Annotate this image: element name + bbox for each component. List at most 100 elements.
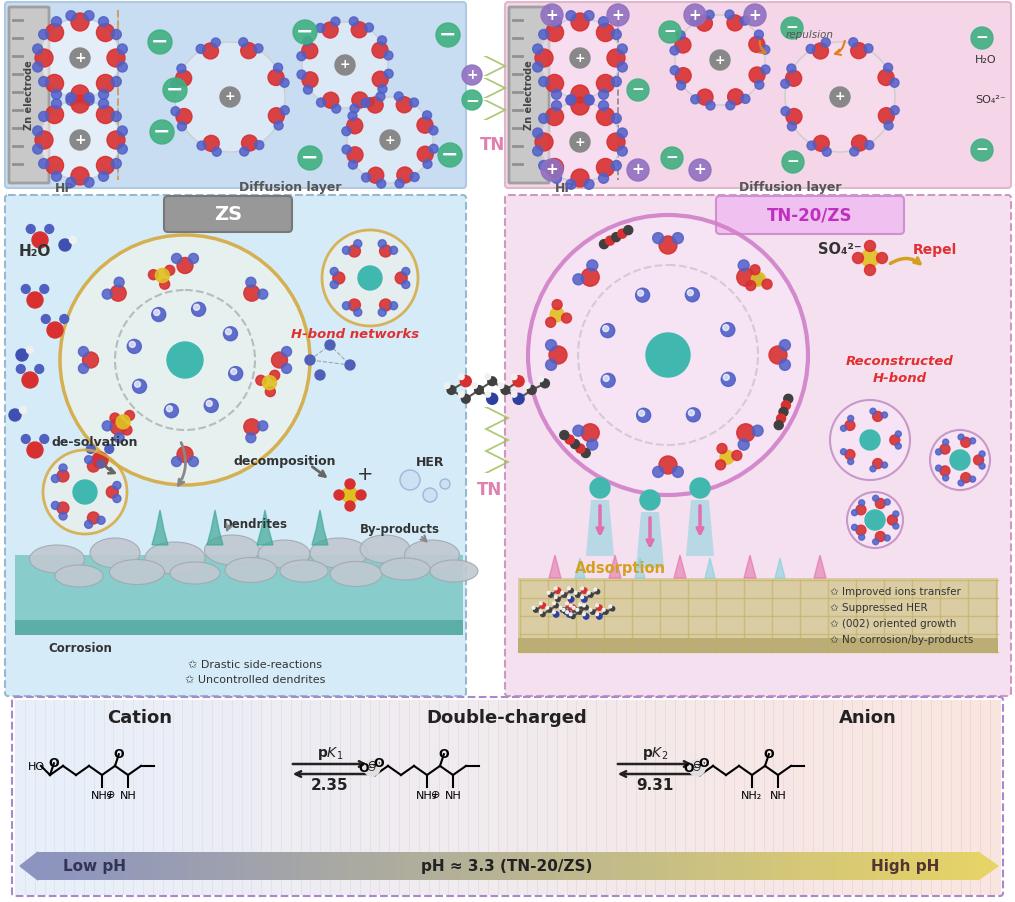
Text: ✩ Uncontrolled dendrites: ✩ Uncontrolled dendrites (185, 675, 325, 685)
Bar (611, 852, 622, 880)
Circle shape (560, 608, 565, 612)
Bar (827, 852, 838, 880)
Circle shape (584, 95, 594, 105)
Circle shape (596, 604, 599, 607)
Circle shape (686, 408, 700, 422)
Bar (173, 700, 184, 895)
Text: +: + (546, 7, 558, 23)
Circle shape (42, 315, 50, 324)
Circle shape (566, 603, 572, 608)
Circle shape (417, 146, 433, 162)
Circle shape (582, 424, 599, 442)
Circle shape (379, 240, 387, 248)
FancyBboxPatch shape (505, 2, 1011, 188)
Ellipse shape (225, 557, 277, 583)
Bar (847, 852, 857, 880)
Circle shape (84, 178, 94, 188)
Circle shape (576, 593, 580, 597)
Ellipse shape (310, 538, 368, 568)
Circle shape (893, 511, 899, 517)
Circle shape (597, 605, 602, 611)
Circle shape (347, 147, 363, 163)
Circle shape (847, 492, 903, 548)
Circle shape (32, 144, 43, 154)
Circle shape (364, 760, 380, 776)
Bar (656, 700, 666, 895)
Circle shape (84, 456, 92, 464)
Circle shape (472, 382, 477, 389)
Polygon shape (257, 510, 273, 545)
Circle shape (84, 11, 94, 21)
Circle shape (39, 77, 49, 87)
Bar (245, 852, 255, 880)
Circle shape (875, 499, 885, 509)
Bar (75, 852, 86, 880)
Bar (123, 852, 133, 880)
Circle shape (371, 42, 388, 58)
Circle shape (87, 460, 99, 472)
Polygon shape (207, 510, 223, 545)
Circle shape (322, 230, 418, 326)
Circle shape (588, 592, 590, 594)
Bar (369, 700, 381, 895)
Polygon shape (636, 512, 664, 568)
Circle shape (348, 299, 360, 311)
Circle shape (462, 90, 482, 110)
Bar (66, 852, 76, 880)
Circle shape (71, 95, 89, 113)
Circle shape (870, 409, 876, 414)
Text: NH: NH (769, 791, 787, 801)
Circle shape (364, 23, 374, 32)
Circle shape (57, 470, 69, 482)
Bar (15, 555, 463, 635)
Circle shape (239, 38, 248, 47)
Polygon shape (586, 500, 614, 556)
Circle shape (690, 16, 699, 25)
Bar (922, 852, 932, 880)
Circle shape (724, 374, 729, 381)
Bar (781, 852, 791, 880)
Circle shape (487, 393, 497, 404)
Bar (350, 700, 360, 895)
Bar (959, 852, 969, 880)
Circle shape (71, 85, 89, 103)
Bar (160, 852, 171, 880)
Bar (461, 852, 471, 880)
Circle shape (378, 85, 387, 94)
Text: NH₃: NH₃ (416, 791, 437, 801)
Circle shape (240, 147, 249, 156)
Circle shape (171, 106, 180, 115)
Bar (497, 700, 509, 895)
Bar (566, 700, 578, 895)
Polygon shape (978, 852, 998, 880)
Text: −: − (301, 148, 319, 168)
Circle shape (936, 465, 942, 471)
Circle shape (73, 480, 97, 504)
Circle shape (609, 605, 612, 608)
Bar (875, 852, 885, 880)
Text: ⊕: ⊕ (107, 789, 116, 800)
Circle shape (32, 232, 48, 248)
Bar (602, 852, 612, 880)
Circle shape (390, 246, 398, 254)
Circle shape (769, 346, 787, 364)
Bar (48, 852, 58, 880)
Text: Reconstructed
H-bond: Reconstructed H-bond (847, 355, 954, 385)
Circle shape (813, 135, 829, 152)
Circle shape (59, 512, 67, 520)
Bar (625, 700, 636, 895)
Circle shape (624, 226, 632, 235)
Circle shape (591, 610, 595, 614)
Circle shape (785, 42, 895, 152)
Text: ✩ No corrosion/by-products: ✩ No corrosion/by-products (830, 635, 973, 645)
Circle shape (569, 612, 572, 615)
Text: +: + (466, 68, 478, 82)
Circle shape (378, 36, 387, 45)
Circle shape (113, 494, 121, 502)
Bar (300, 700, 312, 895)
Bar (865, 852, 876, 880)
Text: O: O (358, 762, 369, 775)
Text: NH₂: NH₂ (741, 791, 762, 801)
Circle shape (373, 71, 388, 87)
Circle shape (242, 135, 258, 151)
